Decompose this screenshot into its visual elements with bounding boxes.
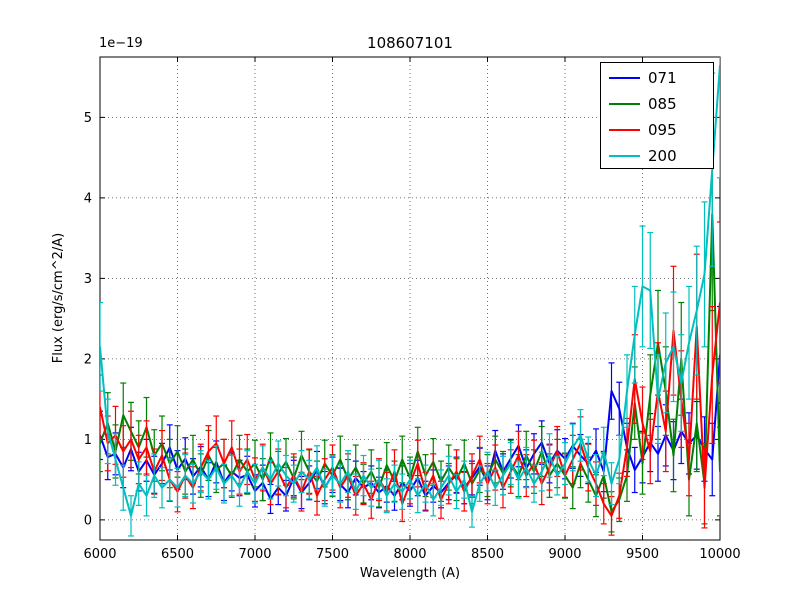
x-tick-label: 9500 — [626, 547, 659, 562]
legend-label-095: 095 — [648, 121, 677, 139]
x-tick-label: 8500 — [471, 547, 504, 562]
x-tick-label: 6500 — [161, 547, 194, 562]
plot-title: 108607101 — [367, 34, 453, 52]
y-tick-label: 3 — [84, 272, 92, 287]
x-axis-label: Wavelength (A) — [360, 566, 460, 581]
y-tick-label: 2 — [84, 352, 92, 367]
data-series — [100, 57, 720, 537]
legend-label-071: 071 — [648, 69, 677, 87]
axis-ticks — [99, 57, 721, 540]
legend: 071 085 095 200 — [600, 62, 714, 169]
axis-tick-labels: 6000 6500 7000 7500 8000 8500 9000 9500 10000 0 1 2… — [83, 111, 740, 562]
x-tick-label: 7500 — [316, 547, 349, 562]
y-offset-label: 1e−19 — [99, 36, 143, 51]
x-tick-label: 8000 — [393, 547, 426, 562]
y-axis-label: Flux (erg/s/cm^2/A) — [51, 233, 66, 363]
y-tick-label: 0 — [84, 513, 92, 528]
y-tick-label: 1 — [84, 433, 92, 448]
x-tick-label: 7000 — [238, 547, 271, 562]
legend-label-085: 085 — [648, 95, 677, 113]
x-tick-label: 6000 — [83, 547, 116, 562]
y-tick-label: 5 — [84, 111, 92, 126]
y-tick-label: 4 — [84, 191, 92, 206]
series-200 — [100, 57, 720, 537]
x-tick-label: 9000 — [548, 547, 581, 562]
legend-box — [600, 62, 714, 169]
series-line-200 — [100, 64, 720, 517]
x-tick-label: 10000 — [699, 547, 740, 562]
legend-label-200: 200 — [648, 147, 677, 165]
